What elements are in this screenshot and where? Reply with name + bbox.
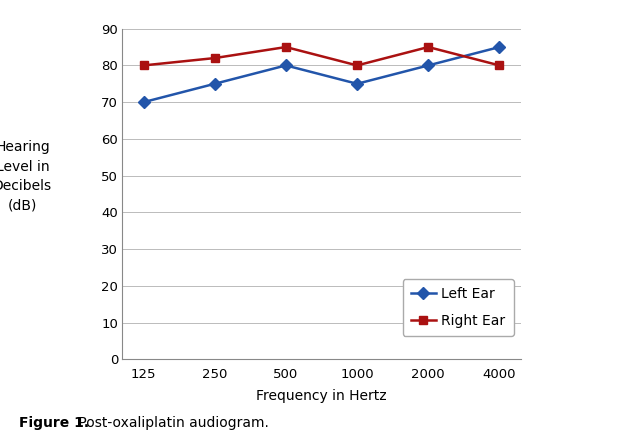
Text: Post-oxaliplatin audiogram.: Post-oxaliplatin audiogram.: [74, 416, 269, 430]
Legend: Left Ear, Right Ear: Left Ear, Right Ear: [403, 279, 514, 336]
X-axis label: Frequency in Hertz: Frequency in Hertz: [256, 389, 387, 403]
Text: Hearing
Level in
Decibels
(dB): Hearing Level in Decibels (dB): [0, 140, 52, 213]
Text: Figure 1.: Figure 1.: [19, 416, 89, 430]
